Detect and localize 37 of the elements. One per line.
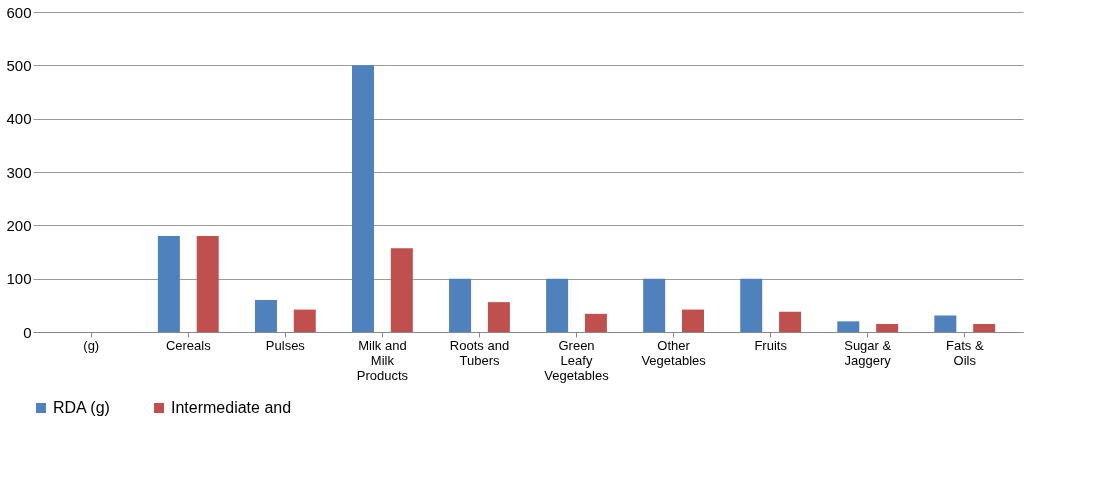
bar (973, 324, 996, 332)
x-tick-label: Sugar & Jaggery (844, 337, 892, 368)
y-tick-label: 400 (6, 110, 32, 128)
bar (682, 309, 704, 332)
x-tick-label: Roots and Tubers (449, 337, 510, 368)
y-tick-label: 300 (6, 163, 32, 181)
bar (254, 300, 277, 332)
legend-label: RDA (g) (53, 399, 110, 416)
legend-label: Intermediate and (171, 399, 292, 416)
bar (643, 278, 666, 332)
y-tick-label: 200 (6, 216, 32, 234)
x-tick-label: Pulses (265, 337, 306, 353)
x-tick-label: Fruits (754, 337, 788, 353)
y-tick-label: 600 (6, 3, 32, 21)
bar (352, 65, 374, 332)
bar (740, 278, 763, 332)
x-tick-label: (g) (83, 337, 100, 353)
bar (779, 311, 802, 332)
bar (584, 313, 607, 332)
bar (390, 248, 413, 332)
x-tick-label: Milk and Milk Products (356, 337, 409, 383)
bar (546, 278, 569, 332)
bar (196, 236, 219, 332)
bar (487, 302, 510, 332)
x-tick-label: Green Leafy Vegetables (544, 337, 610, 383)
bar (876, 324, 899, 332)
bar (157, 236, 180, 332)
bar (293, 309, 316, 332)
y-tick-label: 0 (23, 323, 32, 341)
x-tick-label: Fats & Oils (945, 337, 984, 368)
bar (934, 315, 957, 332)
x-tick-label: Cereals (165, 337, 212, 353)
bar (449, 278, 472, 332)
bar (837, 321, 860, 332)
x-tick-label: Other Vegetables (641, 337, 707, 368)
y-tick-label: 100 (6, 270, 32, 288)
y-tick-label: 500 (6, 56, 32, 74)
